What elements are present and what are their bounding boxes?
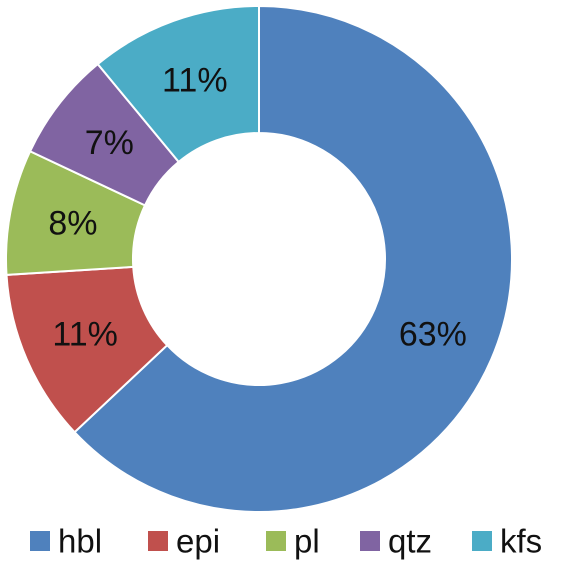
- legend-item-pl: pl: [266, 523, 320, 560]
- legend-swatch-qtz: [360, 531, 380, 551]
- legend-swatch-kfs: [472, 531, 492, 551]
- legend-label-qtz: qtz: [388, 523, 432, 560]
- legend-swatch-hbl: [30, 531, 50, 551]
- legend-label-pl: pl: [294, 523, 320, 560]
- legend-item-hbl: hbl: [30, 523, 102, 560]
- slice-label-kfs: 11%: [162, 62, 228, 100]
- slice-label-pl: 8%: [48, 205, 97, 243]
- legend-label-hbl: hbl: [58, 523, 102, 560]
- legend-item-epi: epi: [148, 523, 220, 560]
- slice-kfs: [96, 4, 260, 164]
- legend-label-kfs: kfs: [500, 523, 542, 560]
- legend: hbl epi pl qtz kfs: [30, 523, 542, 560]
- legend-item-qtz: qtz: [360, 523, 432, 560]
- slices-layer: [5, 4, 513, 513]
- slice-label-epi: 11%: [52, 315, 118, 353]
- legend-item-kfs: kfs: [472, 523, 542, 560]
- slice-labels-layer: 63% 11% 8% 7% 11%: [48, 62, 467, 354]
- legend-label-epi: epi: [176, 523, 220, 560]
- slice-label-qtz: 7%: [85, 124, 134, 162]
- slice-hbl: [73, 4, 513, 513]
- slice-label-hbl: 63%: [399, 315, 467, 353]
- legend-swatch-epi: [148, 531, 168, 551]
- legend-swatch-pl: [266, 531, 286, 551]
